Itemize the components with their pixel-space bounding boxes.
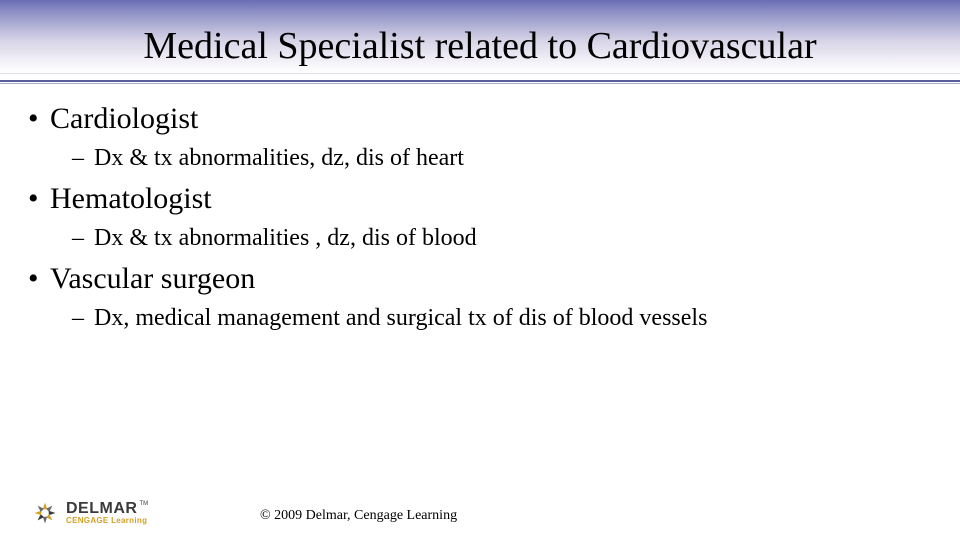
sub-bullet: – Dx & tx abnormalities , dz, dis of blo… bbox=[72, 225, 940, 253]
bullet-text: Hematologist bbox=[50, 182, 212, 217]
bullet-text: Vascular surgeon bbox=[50, 262, 255, 297]
sub-text: Dx & tx abnormalities , dz, dis of blood bbox=[94, 225, 477, 253]
bullet-text: Cardiologist bbox=[50, 102, 198, 137]
footer: DELMARTM CENGAGE Learning © 2009 Delmar,… bbox=[0, 480, 960, 540]
sunburst-icon bbox=[30, 498, 60, 528]
bullet-item: • Vascular surgeon – Dx, medical managem… bbox=[28, 262, 940, 332]
sub-marker: – bbox=[72, 145, 94, 173]
sub-marker: – bbox=[72, 225, 94, 253]
sub-text: Dx & tx abnormalities, dz, dis of heart bbox=[94, 145, 464, 173]
brand-logo: DELMARTM CENGAGE Learning bbox=[30, 498, 148, 528]
title-rule-primary bbox=[0, 80, 960, 82]
sub-text: Dx, medical management and surgical tx o… bbox=[94, 305, 707, 333]
logo-text: DELMARTM CENGAGE Learning bbox=[66, 501, 148, 525]
bullet-marker: • bbox=[28, 102, 50, 137]
logo-tm: TM bbox=[139, 501, 148, 507]
bullet-item: • Hematologist – Dx & tx abnormalities ,… bbox=[28, 182, 940, 252]
content-area: • Cardiologist – Dx & tx abnormalities, … bbox=[0, 84, 960, 332]
slide: Medical Specialist related to Cardiovasc… bbox=[0, 0, 960, 540]
sub-bullet: – Dx & tx abnormalities, dz, dis of hear… bbox=[72, 145, 940, 173]
logo-delmar-text: DELMAR bbox=[66, 500, 137, 517]
bullet-marker: • bbox=[28, 262, 50, 297]
header-gradient: Medical Specialist related to Cardiovasc… bbox=[0, 0, 960, 74]
copyright-text: © 2009 Delmar, Cengage Learning bbox=[260, 508, 457, 524]
bullet-item: • Cardiologist – Dx & tx abnormalities, … bbox=[28, 102, 940, 172]
logo-cengage-text: CENGAGE Learning bbox=[66, 517, 148, 525]
slide-title: Medical Specialist related to Cardiovasc… bbox=[143, 27, 816, 67]
sub-marker: – bbox=[72, 305, 94, 333]
sub-bullet: – Dx, medical management and surgical tx… bbox=[72, 305, 940, 333]
bullet-marker: • bbox=[28, 182, 50, 217]
